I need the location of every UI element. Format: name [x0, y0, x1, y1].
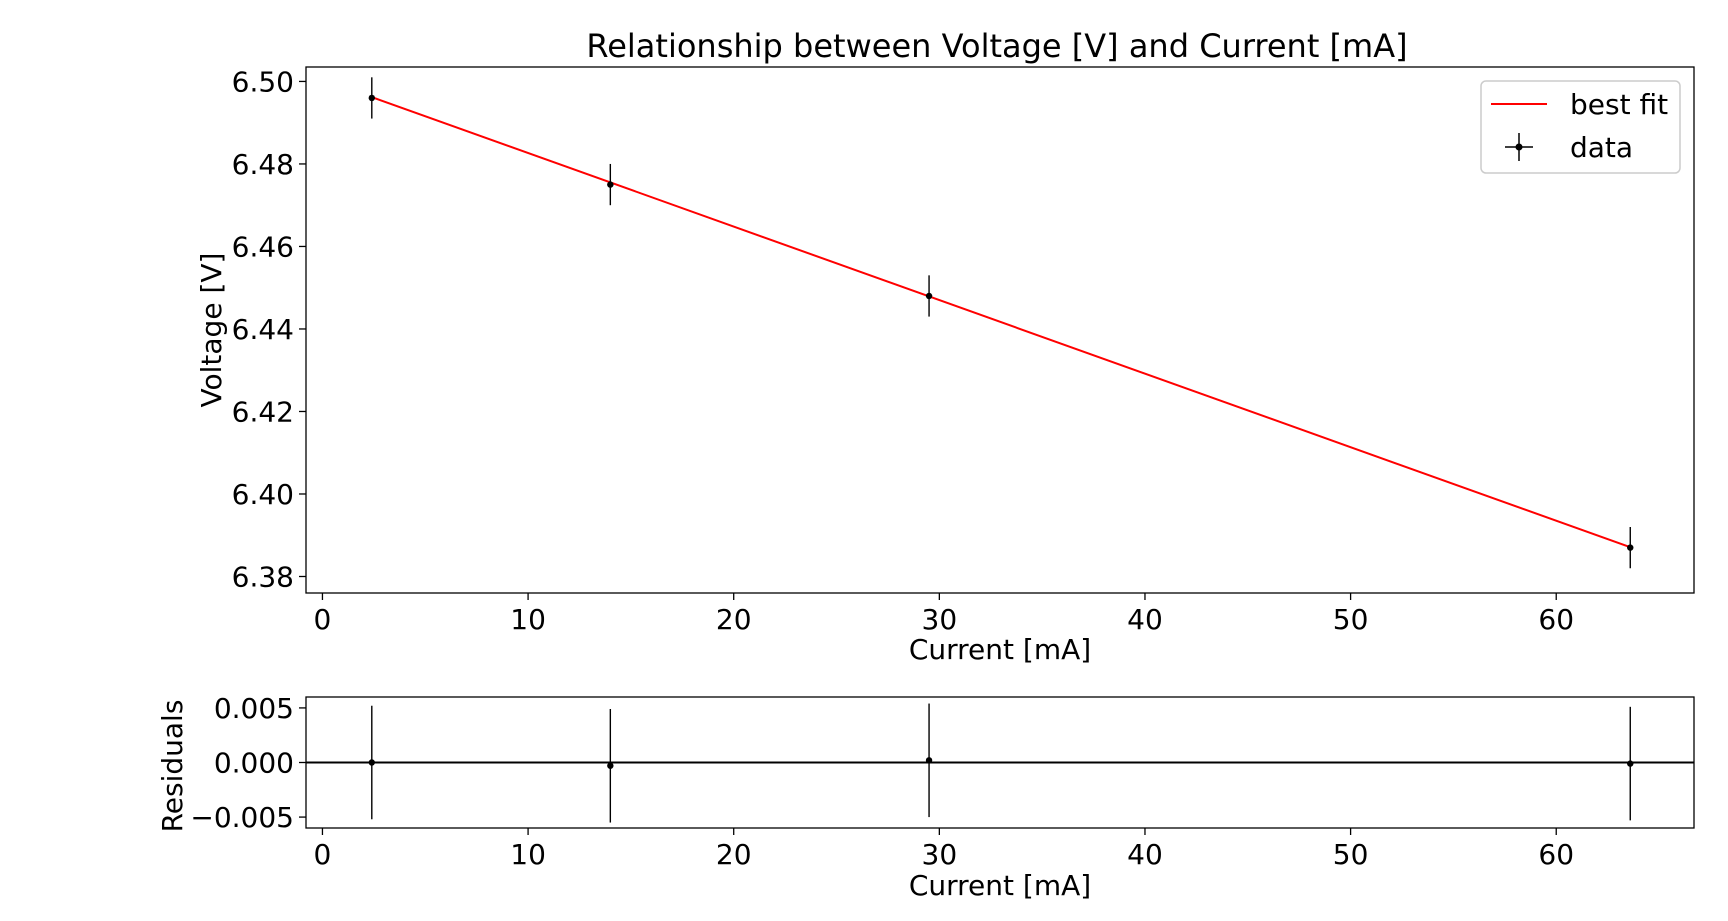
legend-data-swatch-marker [1515, 143, 1523, 151]
residual-data-point [925, 757, 933, 764]
main-y-tick-label: 6.40 [232, 478, 294, 511]
main-best-fit-line [371, 96, 1631, 549]
residual-y-tick-label: −0.005 [190, 801, 294, 834]
residual-x-axis-ticks: 0 10 20 30 40 50 60 [314, 828, 1574, 871]
main-y-tick-label: 6.46 [232, 230, 294, 263]
residuals-chart: 0 10 20 30 40 50 60 −0.005 0.000 0.005 Current [… [156, 692, 1695, 902]
residual-x-tick-label: 30 [922, 838, 958, 871]
main-x-tick-label: 50 [1333, 603, 1369, 636]
main-data-point [368, 94, 376, 102]
main-data-point [925, 292, 933, 300]
legend-best-fit-label: best fit [1570, 88, 1668, 121]
residual-x-tick-label: 60 [1538, 838, 1574, 871]
residual-y-axis-ticks: −0.005 0.000 0.005 [190, 692, 306, 834]
residual-x-tick-label: 50 [1333, 838, 1369, 871]
residual-data-point [1627, 760, 1634, 767]
main-x-axis-ticks: 0 10 20 30 40 50 60 [314, 593, 1574, 636]
chart-legend: best fit data [1480, 80, 1681, 174]
main-data-point [1627, 544, 1634, 551]
main-x-axis-label: Current [mA] [909, 633, 1091, 666]
chart-title: Relationship between Voltage [V] and Cur… [586, 27, 1407, 65]
main-chart-marks [368, 77, 1634, 569]
residual-chart-marks [306, 703, 1694, 823]
residual-x-axis-label: Current [mA] [909, 869, 1091, 902]
main-x-tick-label: 30 [922, 603, 958, 636]
main-data-point [607, 181, 614, 188]
residual-y-tick-label: 0.005 [214, 692, 294, 725]
residual-data-point [368, 759, 376, 766]
main-x-tick-label: 60 [1538, 603, 1574, 636]
main-x-tick-label: 10 [510, 603, 546, 636]
main-y-tick-label: 6.42 [232, 395, 294, 428]
main-y-tick-label: 6.48 [232, 148, 294, 181]
main-y-tick-label: 6.38 [232, 560, 294, 593]
legend-data-label: data [1570, 131, 1633, 164]
residual-y-axis-label: Residuals [156, 700, 189, 833]
main-y-tick-label: 6.44 [232, 313, 294, 346]
main-x-tick-label: 0 [314, 603, 332, 636]
main-y-axis-ticks: 6.38 6.40 6.42 6.44 6.46 6.48 6.50 [232, 65, 306, 593]
residual-x-tick-label: 40 [1127, 838, 1163, 871]
residual-x-tick-label: 20 [716, 838, 752, 871]
voltage-current-chart: Relationship between Voltage [V] and Cur… [195, 27, 1695, 666]
main-x-tick-label: 40 [1127, 603, 1163, 636]
residual-y-tick-label: 0.000 [214, 747, 294, 780]
main-y-axis-label: Voltage [V] [195, 253, 228, 408]
main-y-tick-label: 6.50 [232, 65, 294, 98]
residual-x-tick-label: 0 [314, 838, 332, 871]
main-plot-frame [305, 66, 1695, 594]
main-x-tick-label: 20 [716, 603, 752, 636]
residual-data-point [607, 762, 614, 769]
residual-x-tick-label: 10 [510, 838, 546, 871]
